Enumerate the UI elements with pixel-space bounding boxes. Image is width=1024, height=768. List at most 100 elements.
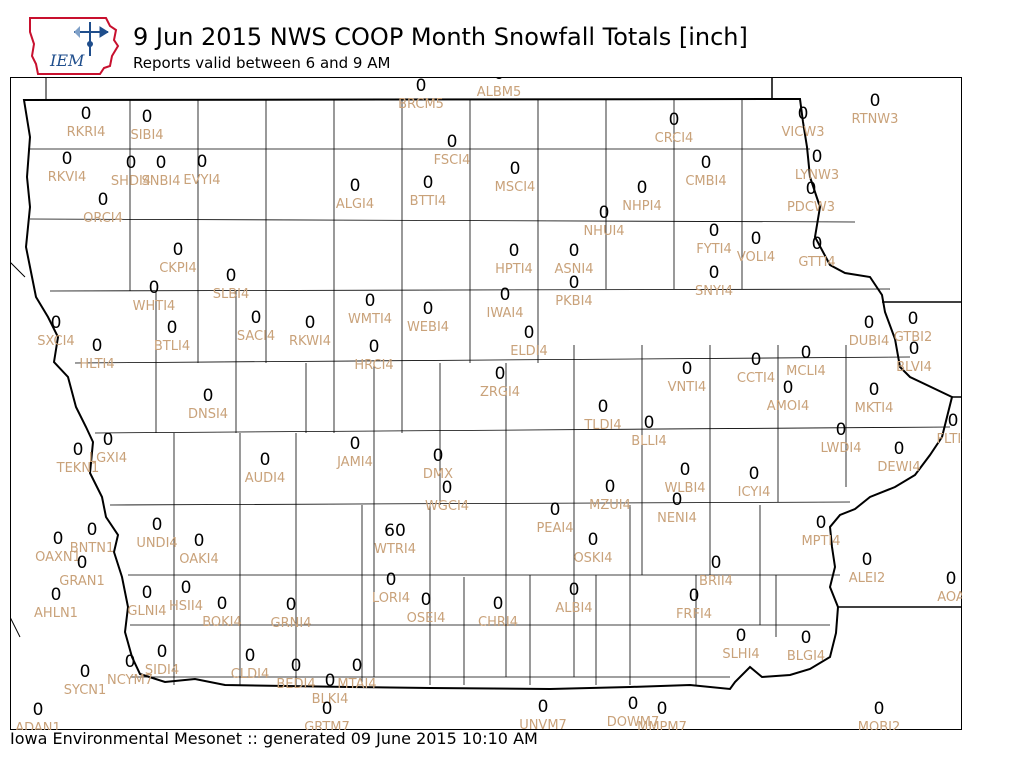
snowfall-value: 0 — [751, 350, 762, 370]
station-id-label: VNTI4 — [668, 380, 707, 395]
station-id-label: OAKI4 — [179, 552, 219, 567]
state-border-west — [10, 77, 47, 638]
snowfall-value: 0 — [149, 278, 160, 298]
snowfall-value: 0 — [500, 285, 511, 305]
station-id-label: RKWI4 — [289, 334, 331, 349]
snowfall-value: 0 — [682, 359, 693, 379]
snowfall-value: 0 — [251, 308, 262, 328]
snowfall-value: 0 — [870, 91, 881, 111]
station-id-label: SIBI4 — [130, 128, 163, 143]
snowfall-value: 0 — [569, 241, 580, 261]
station-id-label: DMX — [423, 467, 453, 482]
snowfall-value: 0 — [423, 173, 434, 193]
station-id-label: MKTI4 — [855, 401, 894, 416]
station-id-label: OSEI4 — [407, 611, 446, 626]
snowfall-value: 0 — [433, 446, 444, 466]
station-id-label: LGXI4 — [89, 451, 127, 466]
station-id-label: GTTI4 — [798, 255, 835, 270]
snowfall-value: 0 — [801, 343, 812, 363]
station-id-label: GRNI4 — [271, 616, 312, 631]
snowfall-value: 0 — [494, 77, 505, 84]
snowfall-value: 0 — [92, 336, 103, 356]
station-id-label: WGCI4 — [425, 499, 469, 514]
snowfall-value: 0 — [197, 152, 208, 172]
snowfall-value: 0 — [946, 569, 957, 589]
snowfall-value: 0 — [87, 520, 98, 540]
station-id-label: CKPI4 — [159, 261, 197, 276]
snowfall-value: 0 — [365, 291, 376, 311]
station-id-label: HSII4 — [169, 599, 203, 614]
station-id-label: MZUI4 — [589, 498, 631, 513]
snowfall-value: 0 — [908, 309, 919, 329]
snowfall-value: 0 — [628, 694, 639, 714]
station-id-label: CHRI4 — [478, 615, 518, 630]
station-id-label: LWDI4 — [820, 441, 861, 456]
snowfall-value: 0 — [749, 464, 760, 484]
snowfall-value: 0 — [62, 149, 73, 169]
snowfall-value: 0 — [286, 595, 297, 615]
station-id-label: VICW3 — [782, 125, 825, 140]
logo-text: IEM — [49, 51, 85, 70]
snowfall-value: 0 — [864, 313, 875, 333]
snowfall-value: 0 — [126, 153, 137, 173]
snowfall-value: 0 — [874, 699, 885, 719]
snowfall-value: 0 — [783, 378, 794, 398]
station-id-label: MSCI4 — [495, 180, 536, 195]
station-id-label: MPTI4 — [801, 534, 840, 549]
snowfall-value: 0 — [77, 553, 88, 573]
station-id-label: BNTN1 — [70, 541, 115, 556]
snowfall-value: 0 — [736, 626, 747, 646]
snowfall-value: 0 — [680, 460, 691, 480]
snowfall-value: 0 — [909, 339, 920, 359]
station-id-label: OSKI4 — [573, 551, 612, 566]
station-id-label: SHDI4 — [111, 174, 151, 189]
station-id-label: WMTI4 — [348, 312, 392, 327]
station-id-label: JAMI4 — [336, 455, 373, 470]
snowfall-value: 0 — [689, 586, 700, 606]
snowfall-value: 0 — [798, 104, 809, 124]
station-id-label: NHUI4 — [583, 224, 624, 239]
station-id-label: ZRGI4 — [480, 385, 520, 400]
station-id-label: ALBM5 — [477, 85, 522, 100]
station-id-label: FRFI4 — [676, 607, 712, 622]
station-id-label: ADAN1 — [15, 721, 61, 730]
station-id-label: CRCI4 — [655, 131, 694, 146]
station-id-label: WTRI4 — [374, 542, 416, 557]
station-id-label: HLTI4 — [79, 357, 114, 372]
snowfall-value: 0 — [442, 478, 453, 498]
snowfall-value: 0 — [493, 594, 504, 614]
station-id-label: BLLI4 — [631, 434, 667, 449]
